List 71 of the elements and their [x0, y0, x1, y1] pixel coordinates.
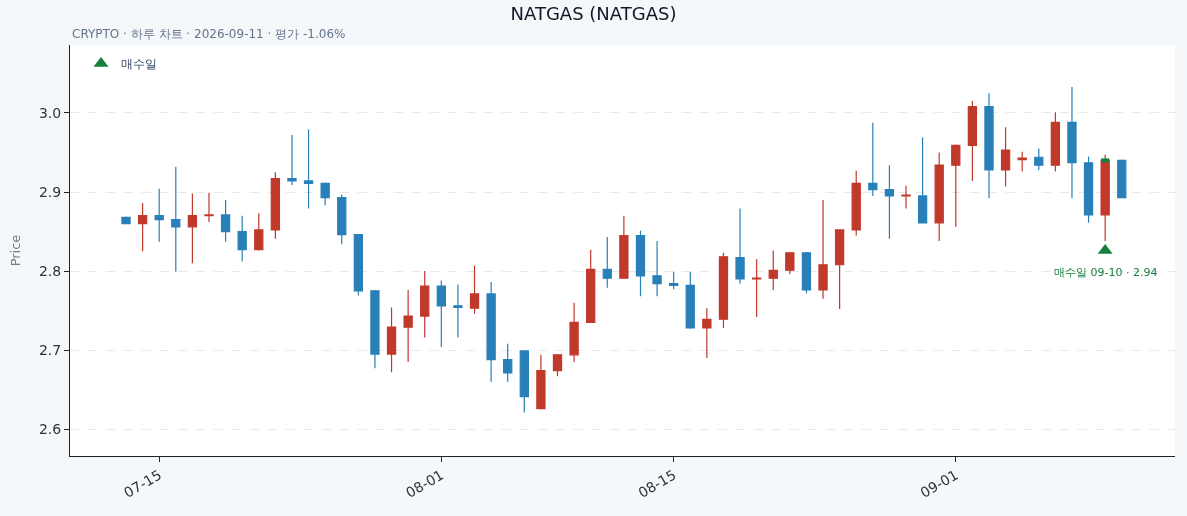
- y-tick-label: 2.9: [38, 183, 62, 200]
- y-tick-label: 3.0: [38, 104, 62, 121]
- candlestick: [1117, 159, 1127, 199]
- candlestick: [386, 306, 397, 373]
- candlestick: [1050, 111, 1061, 173]
- candlestick: [370, 289, 380, 369]
- candlestick: [619, 215, 629, 279]
- candlestick: [320, 181, 330, 207]
- candlestick: [552, 354, 563, 377]
- candlestick: [917, 136, 928, 224]
- candlestick: [768, 249, 778, 291]
- candlestick: [353, 233, 364, 297]
- candlestick: [270, 171, 281, 240]
- candlestick: [403, 289, 413, 363]
- candlestick: [503, 343, 513, 383]
- candlestick: [453, 283, 463, 339]
- candlestick: [868, 121, 878, 197]
- candlestick: [469, 264, 480, 315]
- candlestick: [851, 170, 861, 237]
- candlestick: [137, 202, 148, 252]
- candlestick: [1000, 126, 1011, 188]
- chart-subtitle: CRYPTO · 하루 차트 · 2026-09-11 · 평가 -1.06%: [72, 27, 346, 41]
- candlestick: [884, 164, 895, 240]
- candlestick: [519, 350, 529, 414]
- candlestick: [204, 192, 214, 223]
- candlestick: [1100, 154, 1110, 242]
- y-tick-label: 2.7: [38, 341, 62, 358]
- candlestick: [751, 258, 762, 318]
- candlestick: [171, 166, 181, 273]
- candlestick: [635, 230, 646, 297]
- candlestick: [586, 249, 596, 324]
- annotation: 매수일 09-10 · 2.94: [1054, 266, 1158, 279]
- candlestick: [287, 134, 297, 186]
- candlestick: [436, 279, 446, 348]
- candlestick: [602, 236, 612, 289]
- candlestick: [337, 193, 347, 245]
- candlestick: [951, 143, 961, 228]
- y-tick-label: 2.8: [38, 262, 62, 279]
- candlestick: [901, 185, 911, 210]
- candlestick: [486, 281, 496, 383]
- candlestick: [121, 215, 131, 225]
- candlestick: [984, 92, 994, 199]
- candlestick: [685, 271, 695, 330]
- candlestick: [569, 302, 579, 363]
- y-axis-title: Price: [7, 234, 23, 267]
- chart-title: NATGAS (NATGAS): [510, 3, 677, 25]
- candlestick: [818, 199, 828, 300]
- candlestick: [1083, 155, 1094, 224]
- candlestick: [801, 251, 812, 294]
- candlestick: [934, 151, 944, 242]
- candlestick: [669, 271, 679, 290]
- candlestick: [1017, 151, 1027, 173]
- y-tick-label: 2.6: [38, 421, 62, 438]
- candlestick: [1067, 86, 1077, 199]
- candlestick: [536, 354, 546, 410]
- candlestick: [220, 199, 231, 243]
- candlestick: [967, 100, 978, 182]
- candlestick: [303, 128, 314, 210]
- candlestick: [420, 270, 430, 339]
- candlestick: [1034, 147, 1044, 171]
- candlestick: [154, 188, 164, 243]
- legend-label: 매수일: [121, 57, 158, 72]
- candlestick: [718, 252, 729, 329]
- candlestick: [702, 307, 712, 359]
- candlestick: [735, 208, 745, 285]
- candlestick: [834, 229, 845, 310]
- candlestick: [187, 192, 198, 264]
- candlestick: [237, 215, 247, 263]
- candlestick: [254, 212, 264, 252]
- candlestick: [785, 252, 795, 275]
- candlestick: [652, 240, 662, 297]
